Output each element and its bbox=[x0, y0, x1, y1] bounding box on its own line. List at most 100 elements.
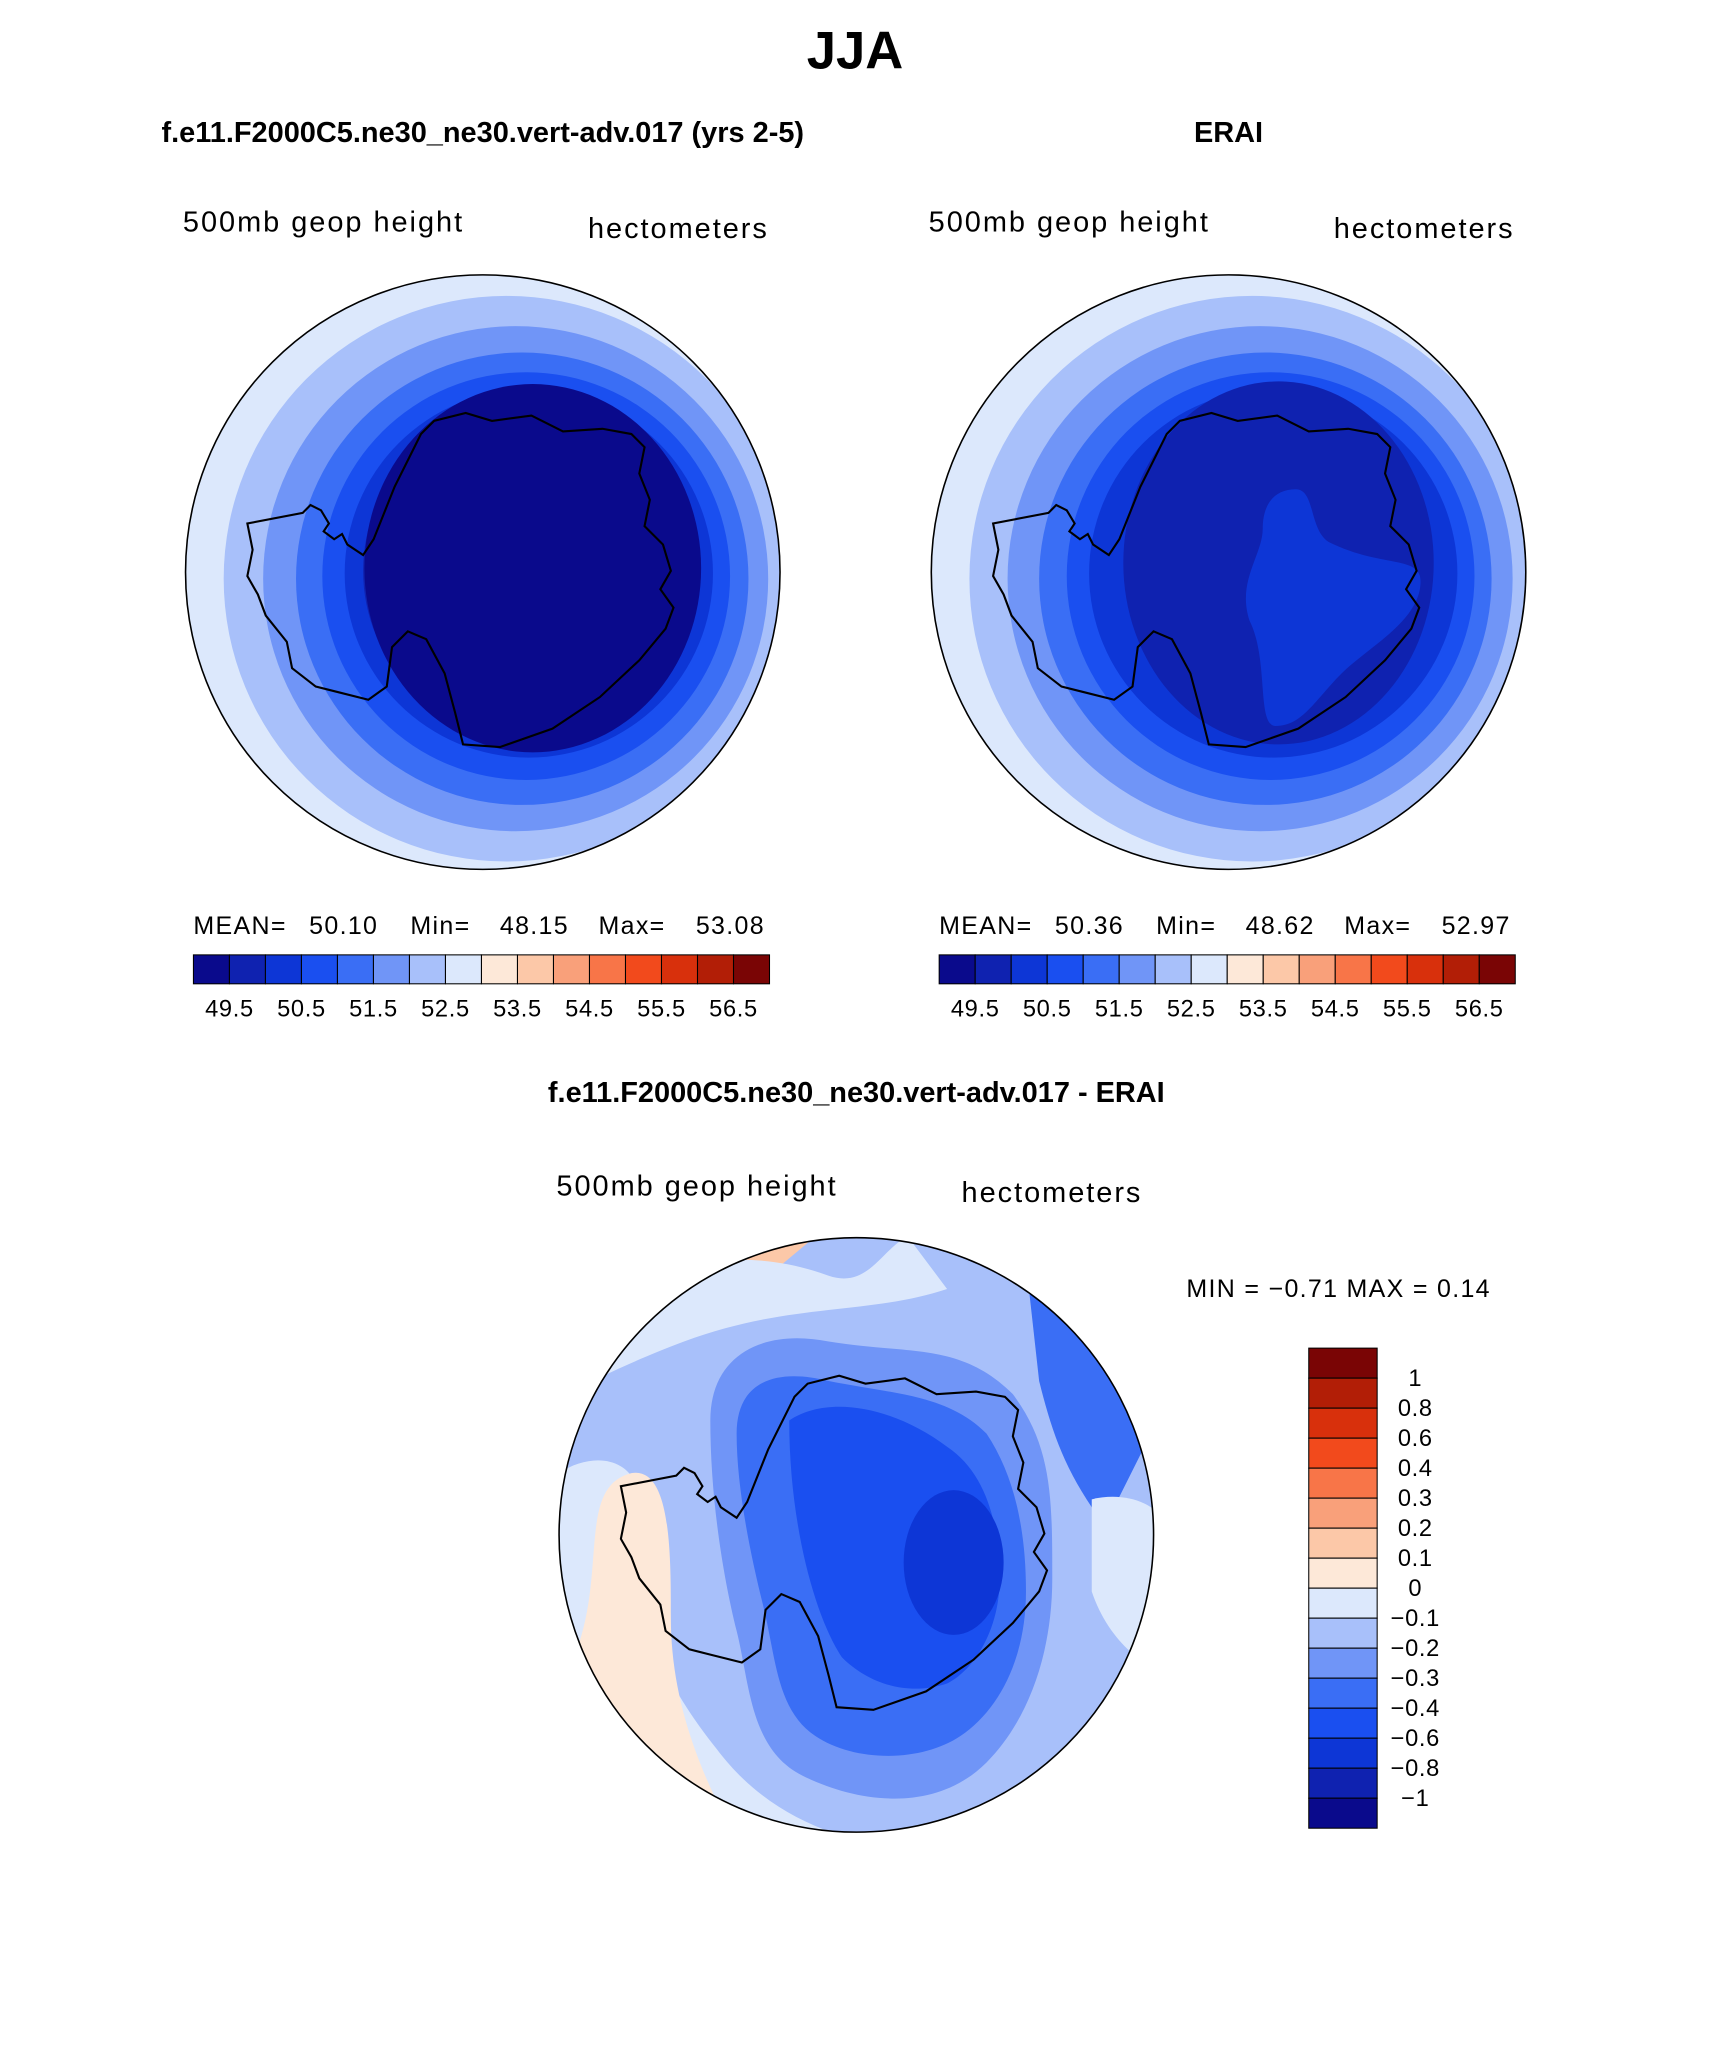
panel-title: ERAI bbox=[1194, 117, 1263, 149]
colorbar-box bbox=[1308, 1737, 1378, 1769]
colorbar-box bbox=[1406, 954, 1444, 985]
colorbar-box bbox=[480, 954, 518, 985]
colorbar-box bbox=[1308, 1437, 1378, 1469]
colorbar-label: 0.4 bbox=[1398, 1456, 1433, 1482]
colorbar-box bbox=[1082, 954, 1120, 985]
right-label: hectometers bbox=[588, 213, 769, 245]
colorbar-box bbox=[444, 954, 482, 985]
right-label: hectometers bbox=[962, 1177, 1143, 1209]
colorbar-box bbox=[1308, 1647, 1378, 1679]
colorbar-label: 54.5 bbox=[565, 997, 614, 1023]
stat: 50.10 bbox=[309, 912, 378, 940]
colorbar-box bbox=[696, 954, 735, 985]
map-right bbox=[931, 274, 1526, 870]
colorbar-label: 0.2 bbox=[1398, 1516, 1433, 1542]
colorbar-box bbox=[1308, 1497, 1378, 1529]
colorbar-box bbox=[1308, 1467, 1378, 1499]
stat: 52.97 bbox=[1442, 912, 1511, 940]
colorbar-box bbox=[1046, 954, 1084, 985]
colorbar-label: 0.1 bbox=[1398, 1546, 1433, 1572]
colorbar-label: 1 bbox=[1408, 1366, 1422, 1392]
map-left bbox=[185, 274, 781, 870]
colorbar-label: 54.5 bbox=[1311, 997, 1360, 1023]
stat: 48.62 bbox=[1246, 912, 1315, 940]
colorbar-label: −1 bbox=[1401, 1786, 1429, 1812]
colorbar-box bbox=[974, 954, 1012, 985]
colorbar-label: −0.6 bbox=[1391, 1726, 1440, 1752]
colorbar-box bbox=[300, 954, 338, 985]
colorbar-box bbox=[1308, 1407, 1378, 1439]
left-label: 500mb geop height bbox=[929, 206, 1210, 238]
colorbar-label: 52.5 bbox=[421, 997, 470, 1023]
colorbar-box bbox=[1298, 954, 1336, 985]
panel-title: f.e11.F2000C5.ne30_ne30.vert-adv.017 (yr… bbox=[161, 117, 804, 149]
left-label: 500mb geop height bbox=[556, 1171, 837, 1203]
colorbar-label: −0.3 bbox=[1391, 1666, 1440, 1692]
colorbar-label: 49.5 bbox=[205, 997, 254, 1023]
map-border bbox=[930, 274, 1527, 871]
colorbar-box bbox=[1308, 1377, 1378, 1409]
colorbar-box bbox=[1308, 1677, 1378, 1709]
colorbar-label: 55.5 bbox=[1383, 997, 1432, 1023]
colorbar-box bbox=[588, 954, 627, 985]
colorbar-box bbox=[1308, 1527, 1378, 1559]
colorbar-label: 51.5 bbox=[349, 997, 398, 1023]
colorbar-box bbox=[1308, 1767, 1378, 1799]
colorbar-box bbox=[1118, 954, 1156, 985]
colorbar-box bbox=[1308, 1707, 1378, 1739]
colorbar-label: −0.8 bbox=[1391, 1756, 1440, 1782]
colorbar-label: 0.6 bbox=[1398, 1426, 1433, 1452]
map-border bbox=[184, 274, 781, 871]
colorbar-box bbox=[408, 954, 446, 985]
stat: Min= bbox=[410, 912, 470, 940]
colorbar-label: 51.5 bbox=[1095, 997, 1144, 1023]
colorbar-box bbox=[1190, 954, 1228, 985]
colorbar-label: 50.5 bbox=[277, 997, 326, 1023]
stat: 50.36 bbox=[1055, 912, 1124, 940]
colorbar-box bbox=[1308, 1347, 1378, 1379]
map-difference bbox=[559, 1237, 1154, 1833]
difference-title: f.e11.F2000C5.ne30_ne30.vert-adv.017 - E… bbox=[548, 1077, 1165, 1109]
colorbar-box bbox=[1370, 954, 1408, 985]
stat: Max= bbox=[1344, 912, 1411, 940]
colorbar-label: 53.5 bbox=[493, 997, 542, 1023]
colorbar-box bbox=[228, 954, 266, 985]
colorbar-box bbox=[1334, 954, 1372, 985]
stat: 53.08 bbox=[696, 912, 765, 940]
map-border bbox=[558, 1236, 1155, 1833]
right-label: hectometers bbox=[1334, 213, 1515, 245]
colorbar-box bbox=[1308, 1557, 1378, 1589]
colorbar-box bbox=[1308, 1617, 1378, 1649]
colorbar-box bbox=[732, 954, 771, 985]
colorbar-label: 0.8 bbox=[1398, 1396, 1433, 1422]
colorbar-box bbox=[1442, 954, 1480, 985]
colorbar-box bbox=[192, 954, 230, 985]
colorbar-box bbox=[1262, 954, 1300, 985]
colorbar-box bbox=[552, 954, 591, 985]
colorbar-box bbox=[1154, 954, 1192, 985]
colorbar-label: 50.5 bbox=[1023, 997, 1072, 1023]
colorbar-label: 53.5 bbox=[1239, 997, 1288, 1023]
colorbar-label: 56.5 bbox=[1455, 997, 1504, 1023]
colorbar-label: 56.5 bbox=[709, 997, 758, 1023]
stat: Max= bbox=[599, 912, 666, 940]
colorbar-box bbox=[516, 954, 555, 985]
stat: MEAN= bbox=[193, 912, 286, 940]
colorbar-box bbox=[1010, 954, 1048, 985]
colorbar-box bbox=[1308, 1587, 1378, 1619]
colorbar-box bbox=[1226, 954, 1264, 985]
figure-title: JJA bbox=[807, 21, 904, 80]
colorbar-label: 49.5 bbox=[951, 997, 1000, 1023]
colorbar-box bbox=[624, 954, 663, 985]
colorbar-box bbox=[938, 954, 976, 985]
colorbar-label: 52.5 bbox=[1167, 997, 1216, 1023]
stat: Min= bbox=[1156, 912, 1216, 940]
colorbar-label: −0.1 bbox=[1391, 1606, 1440, 1632]
colorbar-label: 0 bbox=[1408, 1576, 1422, 1602]
left-label: 500mb geop height bbox=[183, 206, 464, 238]
colorbar-box bbox=[660, 954, 699, 985]
colorbar-box bbox=[1478, 954, 1516, 985]
colorbar-label: 55.5 bbox=[637, 997, 686, 1023]
